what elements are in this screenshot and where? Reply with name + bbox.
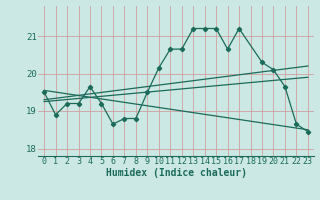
X-axis label: Humidex (Indice chaleur): Humidex (Indice chaleur) [106,168,246,178]
